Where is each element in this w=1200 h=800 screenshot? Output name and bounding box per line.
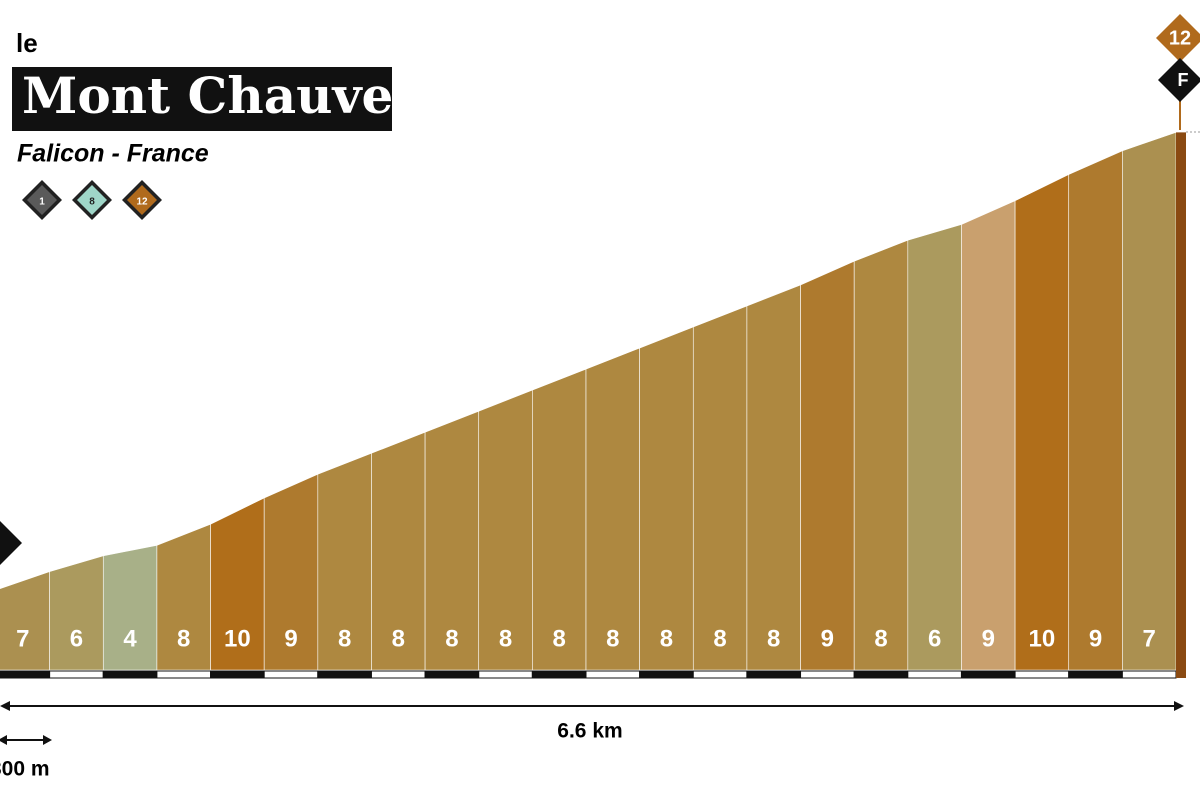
km-band (49, 670, 104, 679)
distance-label: 6.6 km (557, 720, 622, 743)
gradient-label: 8 (767, 625, 780, 652)
category-marker: 12 (1169, 27, 1191, 49)
km-band (478, 670, 533, 679)
profile-segment (639, 326, 694, 671)
gradient-label: 8 (713, 625, 726, 652)
gradient-label: 8 (392, 625, 405, 652)
gradient-label: 10 (1029, 625, 1056, 652)
km-band (1068, 670, 1123, 679)
km-band (746, 670, 802, 679)
profile-segment (1068, 150, 1123, 671)
profile-segment (746, 284, 801, 671)
km-band (317, 670, 372, 679)
legend-diamond (77, 185, 107, 215)
gradient-label: 10 (224, 625, 251, 652)
gradient-label: 9 (982, 625, 995, 652)
scale-label: 300 m (0, 758, 50, 781)
profile-segment (692, 305, 748, 671)
gradient-label: 9 (284, 625, 297, 652)
legend-diamond (27, 185, 57, 215)
location: Falicon - France (17, 140, 209, 168)
km-band (531, 670, 587, 679)
gradient-label: 8 (874, 625, 887, 652)
arrow-head (43, 735, 52, 745)
km-band (1014, 670, 1070, 679)
legend-diamond (127, 185, 157, 215)
gradient-label: 4 (123, 625, 137, 652)
km-band (692, 670, 748, 679)
gradient-label: 8 (499, 625, 512, 652)
profile-segment (1122, 131, 1177, 671)
gradient-label: 8 (177, 625, 190, 652)
km-band (424, 670, 480, 679)
gradient-label: 6 (70, 625, 83, 652)
km-band (639, 670, 694, 679)
km-band (960, 670, 1016, 679)
km-band (585, 670, 641, 679)
arrow-head (0, 735, 7, 745)
km-band (370, 670, 426, 679)
title-box (12, 67, 392, 131)
gradient-label: 7 (1143, 625, 1156, 652)
profile-segment (800, 260, 855, 671)
km-band (263, 670, 319, 679)
title-article: le (16, 28, 38, 58)
km-band (1121, 670, 1177, 679)
km-band (156, 670, 212, 679)
legend-label: 12 (136, 197, 148, 208)
gradient-label: 9 (1089, 625, 1102, 652)
gradient-label: 8 (553, 625, 566, 652)
legend-label: 8 (89, 197, 95, 208)
finish-bar (1176, 132, 1186, 678)
km-band (800, 670, 855, 679)
gradient-label: 8 (338, 625, 351, 652)
legend-label: 1 (39, 197, 45, 208)
profile-segment (853, 239, 909, 671)
profile-segment (1014, 173, 1070, 671)
profile-segment (907, 224, 962, 671)
gradient-label: 6 (928, 625, 941, 652)
profile-segment (585, 347, 640, 671)
finish-diamond (1158, 58, 1200, 102)
gradient-label: 8 (660, 625, 673, 652)
gradient-label: 8 (445, 625, 458, 652)
profile-segment (0, 571, 50, 671)
km-band (210, 670, 265, 679)
arrow-head (1174, 701, 1184, 711)
km-band (907, 670, 962, 679)
start-marker (0, 521, 22, 565)
gradient-label: 8 (606, 625, 619, 652)
arrow-head (0, 701, 10, 711)
category-diamond (1156, 14, 1200, 62)
title: Mont Chauve (22, 66, 393, 125)
km-band (853, 670, 909, 679)
gradient-label: 7 (16, 625, 29, 652)
profile-segment (49, 555, 104, 671)
finish-marker: F (1178, 70, 1189, 90)
km-band (0, 670, 51, 679)
gradient-label: 9 (821, 625, 834, 652)
profile-segment (961, 200, 1016, 671)
km-band (102, 670, 158, 679)
